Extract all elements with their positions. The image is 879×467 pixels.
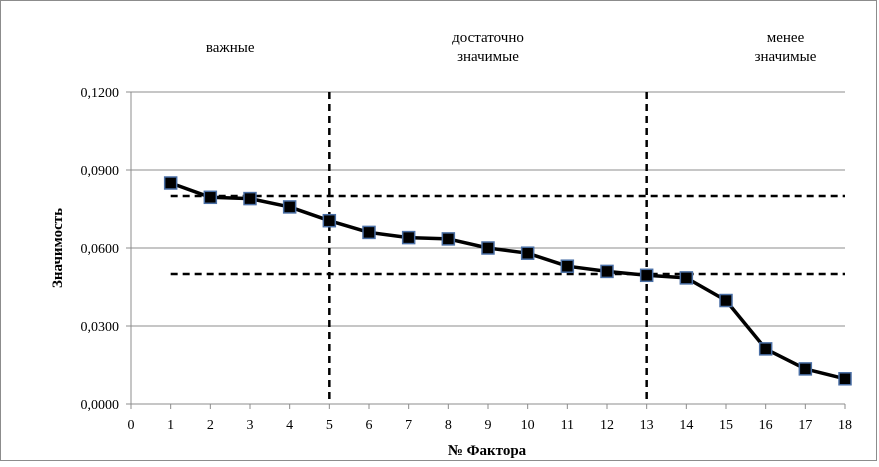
data-point-11 — [560, 259, 575, 273]
region-label-2-line-1: значимые — [755, 49, 817, 65]
region-label-1: достаточно значимые — [452, 30, 524, 65]
x-tick-label-5: 5 — [326, 418, 333, 433]
axes — [126, 91, 846, 409]
x-tick-label-12: 12 — [600, 418, 614, 433]
data-point-3 — [243, 191, 257, 206]
data-point-2 — [203, 190, 218, 205]
data-point-6 — [362, 225, 376, 240]
y-axis-title: Значимость — [50, 208, 66, 288]
region-label-1-line-1: значимые — [457, 49, 519, 65]
x-tick-label-17: 17 — [798, 418, 812, 433]
data-point-17 — [798, 362, 813, 376]
data-point-9 — [481, 241, 495, 255]
y-tick-label-3: 0,0900 — [81, 164, 120, 179]
region-label-0: важные — [206, 40, 255, 56]
tick-labels: 0 1 2 3 4 5 6 7 8 9 10 11 12 13 14 15 16 17 180,00000,0300… — [81, 86, 853, 433]
x-tick-label-15: 15 — [719, 418, 733, 433]
x-tick-label-6: 6 — [366, 418, 373, 433]
gridlines — [131, 91, 845, 327]
x-tick-label-3: 3 — [247, 418, 254, 433]
x-tick-label-18: 18 — [838, 418, 852, 433]
x-tick-label-2: 2 — [207, 418, 214, 433]
x-tick-label-0: 0 — [128, 418, 135, 433]
data-markers — [163, 176, 852, 386]
y-tick-label-0: 0,0000 — [81, 398, 120, 413]
x-tick-label-4: 4 — [286, 418, 293, 433]
region-label-1-line-0: достаточно — [452, 30, 524, 46]
data-point-16 — [758, 342, 773, 356]
region-labels: важные достаточно значимые менее значимые — [206, 30, 817, 65]
x-tick-label-13: 13 — [640, 418, 654, 433]
data-point-1 — [163, 176, 178, 190]
x-tick-label-9: 9 — [485, 418, 492, 433]
data-point-14 — [679, 271, 694, 285]
data-point-13 — [639, 268, 654, 283]
x-axis-title: № Фактора — [448, 443, 527, 459]
region-label-2: менее значимые — [755, 30, 817, 65]
region-label-2-line-0: менее — [767, 30, 805, 46]
data-point-5 — [322, 213, 337, 228]
x-tick-label-7: 7 — [405, 418, 412, 433]
y-tick-label-2: 0,0600 — [81, 242, 120, 257]
data-point-15 — [719, 293, 733, 308]
data-point-4 — [282, 200, 297, 214]
region-label-0-line-0: важные — [206, 40, 255, 56]
reference-lines — [170, 92, 845, 404]
y-tick-label-1: 0,0300 — [81, 320, 120, 335]
x-tick-label-1: 1 — [167, 418, 174, 433]
data-point-8 — [441, 232, 456, 246]
y-tick-label-4: 0,1200 — [81, 86, 120, 101]
x-tick-label-14: 14 — [679, 418, 693, 433]
x-tick-label-11: 11 — [561, 418, 574, 433]
x-tick-label-16: 16 — [759, 418, 773, 433]
data-point-10 — [520, 246, 535, 260]
data-point-18 — [838, 372, 852, 386]
x-tick-label-10: 10 — [521, 418, 535, 433]
x-tick-label-8: 8 — [445, 418, 452, 433]
data-point-7 — [401, 230, 416, 245]
data-point-12 — [600, 264, 614, 279]
